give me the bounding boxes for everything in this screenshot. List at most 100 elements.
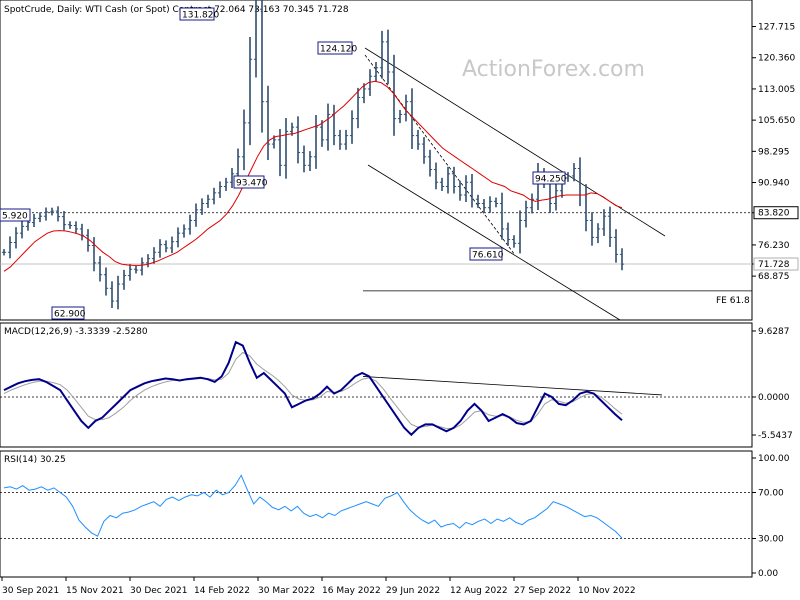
x-tick-label: 30 Dec 2021 [130,586,188,596]
price-bar [451,166,457,194]
price-tick-label: 76.230 [758,241,790,251]
price-bar [19,221,25,239]
rsi-tick-label: 70.00 [758,489,784,499]
price-bar [487,196,493,213]
price-bar [535,162,541,211]
price-bar [331,104,337,146]
rsi-layer [0,474,752,539]
price-bar [385,29,391,85]
channel-mid [364,54,516,256]
rsi-header: RSI(14) 30.25 [4,455,66,465]
price-marker-box [753,257,799,271]
price-bar [319,120,325,147]
price-annotation-box [317,41,353,55]
price-bar [211,187,217,205]
price-tick-label: 98.295 [758,147,790,157]
price-bar [31,213,37,228]
price-bar [163,240,169,253]
price-bar [97,256,103,282]
price-tick-label: 127.715 [758,23,795,33]
price-annotation: 94.250 [535,175,567,185]
watermark: ActionForex.com [462,57,645,82]
price-bar [613,229,619,263]
macd-tick-label: -5.5437 [758,431,793,441]
x-tick-label: 29 Jun 2022 [386,586,440,596]
macd-layer [0,340,752,437]
price-annotation: 62.900 [54,310,86,320]
price-bar [187,214,193,235]
price-bar [583,184,589,232]
price-tick-label: 120.360 [758,54,795,64]
price-bar [565,172,571,182]
price-bar [403,94,409,122]
price-bar [49,207,55,216]
price-bar [619,248,625,271]
price-bar [121,269,127,290]
macd-tick-label: 0.0000 [758,393,790,403]
price-bar [157,239,163,258]
x-tick-label: 12 Aug 2022 [450,586,508,596]
price-bar [307,151,313,172]
price-bar [283,118,289,179]
price-annotation: 5.920 [2,212,28,222]
rsi-tick-label: 30.00 [758,535,784,545]
price-bar [259,0,265,133]
price-tick-label: 113.005 [758,85,795,95]
price-bar [595,223,601,244]
price-annotation: 93.470 [236,179,268,189]
price-bar [145,254,151,268]
price-bar [409,88,415,149]
price-bar [475,194,481,208]
price-bar [421,137,427,164]
price-bar [265,85,271,160]
price-bar [151,247,157,264]
price-bar [37,212,43,223]
price-bar [571,163,577,182]
price-bar [61,211,67,231]
price-bar [415,129,421,150]
axis-layer: 127.715 120.360 113.005 105.650 98.295 90.940… [1,23,799,596]
price-bar [79,223,85,241]
price-bar [457,180,463,201]
price-panel [0,0,753,321]
price-annotation-box [233,175,265,189]
price-bar [217,181,223,198]
price-tick-label: 71.728 [758,260,790,270]
price-bar [109,281,115,309]
price-bar [505,222,511,246]
x-tick-label: 15 Nov 2021 [66,586,124,596]
price-bar [379,30,385,79]
price-bar [43,207,49,221]
price-bar [517,210,523,254]
price-bar [373,62,379,82]
price-bar [55,206,61,222]
price-bar [103,267,109,296]
moving-average-line [3,80,623,272]
x-tick-label: 14 Feb 2022 [194,586,250,596]
price-bar [7,236,13,259]
x-tick-label: 16 May 2022 [322,586,381,596]
price-bar [349,110,355,144]
x-tick-label: 27 Sep 2022 [514,586,571,596]
price-bar [115,275,121,310]
price-bar [601,209,607,236]
price-bar [133,265,139,274]
price-annotation-box [51,306,85,320]
price-annotation-box [532,171,566,185]
price-bar [493,197,499,208]
price-bar [223,177,229,191]
price-bar [313,115,319,169]
rsi-tick-label: 0.00 [758,569,778,579]
price-bar [439,177,445,191]
price-bar [445,166,451,194]
macd-header: MACD(12,26,9) -3.3339 -2.5280 [4,327,148,337]
x-tick-label: 10 Nov 2022 [578,586,636,596]
price-bar [253,0,259,78]
price-bar [1,249,7,256]
price-annotation: 124.120 [320,45,357,55]
price-bar [511,235,517,248]
rsi-tick-label: 100.00 [758,454,790,464]
price-bar [175,227,181,248]
price-bar [433,162,439,190]
